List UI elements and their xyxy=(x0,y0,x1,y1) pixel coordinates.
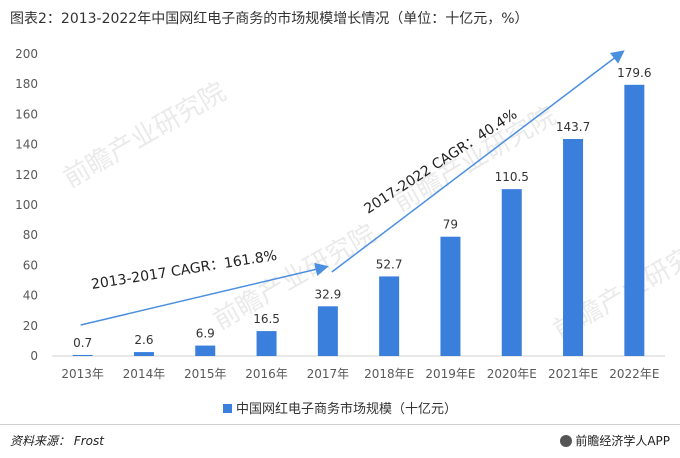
brand-logo-icon xyxy=(560,435,573,447)
cagr-arrow-2013-2017 xyxy=(80,262,329,326)
value-label-9: 179.6 xyxy=(617,66,651,80)
source-note: 资料来源： Frost xyxy=(10,432,104,449)
y-tick-label-4: 80 xyxy=(23,228,38,242)
footer-divider xyxy=(0,424,680,425)
bar-8 xyxy=(563,139,584,356)
value-label-0: 0.7 xyxy=(73,336,92,350)
x-tick-label-0: 2013年 xyxy=(61,367,104,381)
chart-title: 图表2：2013-2022年中国网红电子商务的市场规模增长情况（单位：十亿元，%… xyxy=(10,11,529,27)
cagr-arrow-2017-2022 xyxy=(331,50,625,273)
y-tick-label-7: 140 xyxy=(15,138,38,152)
value-label-4: 32.9 xyxy=(314,287,341,301)
x-tick-label-7: 2020年E xyxy=(487,367,537,381)
x-tick-label-2: 2015年 xyxy=(184,367,227,381)
bar-1 xyxy=(133,352,154,356)
y-tick-label-8: 160 xyxy=(15,107,38,121)
source-label: 资料来源： xyxy=(10,434,71,448)
x-tick-label-8: 2021年E xyxy=(548,367,598,381)
watermark-2: 前瞻产业研究院 xyxy=(209,219,382,336)
y-tick-label-5: 100 xyxy=(15,198,38,212)
chart-legend: 中国网红电子商务市场规模（十亿元） xyxy=(0,398,680,417)
value-label-7: 110.5 xyxy=(495,170,529,184)
y-tick-label-0: 0 xyxy=(30,349,38,363)
bar-4 xyxy=(317,306,338,356)
bar-0 xyxy=(72,354,93,356)
x-tick-label-9: 2022年E xyxy=(609,367,659,381)
x-tick-label-1: 2014年 xyxy=(123,367,166,381)
x-tick-label-6: 2019年E xyxy=(425,367,475,381)
x-tick-label-5: 2018年E xyxy=(364,367,414,381)
bar-9 xyxy=(624,84,645,356)
x-tick-label-4: 2017年 xyxy=(307,367,350,381)
value-label-2: 6.9 xyxy=(196,327,215,341)
bar-7 xyxy=(501,189,522,356)
bar-3 xyxy=(256,331,277,356)
bar-6 xyxy=(440,236,461,356)
value-label-5: 52.7 xyxy=(376,257,403,271)
y-tick-label-1: 20 xyxy=(23,319,38,333)
bar-5 xyxy=(379,276,400,356)
source-value: Frost xyxy=(73,434,104,448)
y-tick-label-2: 40 xyxy=(23,289,38,303)
y-tick-label-10: 200 xyxy=(15,47,38,61)
bar-2 xyxy=(195,345,216,356)
y-tick-label-9: 180 xyxy=(15,77,38,91)
value-label-3: 16.5 xyxy=(253,312,280,326)
credit: 前瞻经济学人APP xyxy=(560,432,670,449)
legend-swatch xyxy=(222,404,232,413)
credit-label: 前瞻经济学人APP xyxy=(575,434,670,448)
value-label-8: 143.7 xyxy=(556,120,590,134)
value-label-6: 79 xyxy=(443,218,458,232)
x-tick-label-3: 2016年 xyxy=(245,367,288,381)
y-tick-label-6: 120 xyxy=(15,168,38,182)
y-tick-label-3: 60 xyxy=(23,258,38,272)
watermark-0: 前瞻产业研究院 xyxy=(59,77,232,194)
legend-label: 中国网红电子商务市场规模（十亿元） xyxy=(235,402,457,417)
value-label-1: 2.6 xyxy=(134,333,153,347)
